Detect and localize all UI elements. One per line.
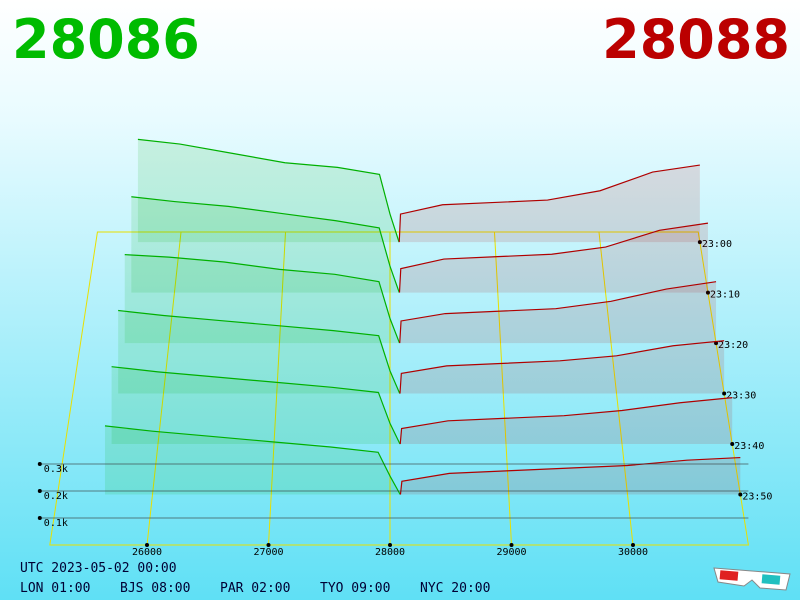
tick-dot (388, 543, 392, 547)
bid-depth-line (124, 254, 401, 344)
grid-line (598, 231, 634, 546)
bid-depth-line (118, 309, 401, 394)
time-dot (730, 442, 735, 447)
utc-time: UTC 2023-05-02 00:00 (20, 561, 177, 576)
tick-dot (509, 543, 514, 547)
time-dot (697, 240, 702, 245)
x-tick-label: 29000 (496, 547, 526, 558)
bid-area (104, 425, 401, 495)
time-dot (705, 290, 710, 295)
amount-dot (37, 489, 42, 493)
ask-area (399, 340, 725, 394)
amount-dot (37, 462, 42, 466)
amount-label: 0.2k (44, 491, 68, 502)
ask-price: 28088 (602, 8, 790, 71)
time-label: 23:20 (718, 340, 748, 351)
bid-area (118, 310, 400, 394)
time-label: 23:50 (742, 492, 772, 503)
x-tick-label: 27000 (253, 547, 283, 558)
ask-area (399, 223, 708, 293)
bid-depth-line (137, 138, 400, 243)
ask-depth-line (398, 222, 709, 293)
time-dot (722, 391, 727, 396)
ask-area (399, 281, 717, 344)
ask-depth-line (399, 281, 717, 344)
x-tick-label: 28000 (375, 547, 405, 558)
grid-line (146, 231, 182, 546)
ask-depth-line (398, 164, 700, 243)
ask-area (400, 457, 741, 495)
bid-area (124, 254, 400, 344)
clock: NYC 20:00 (420, 581, 490, 596)
bid-depth-line (131, 196, 400, 293)
clock: BJS 08:00 (120, 581, 190, 596)
amount-label: 0.3k (44, 464, 68, 475)
time-label: 23:30 (726, 391, 756, 402)
amount-dot (37, 516, 42, 520)
bid-depth-line (111, 366, 401, 445)
tick-dot (145, 543, 149, 547)
time-dot (738, 492, 743, 497)
x-tick-label: 26000 (132, 547, 162, 558)
amount-label: 0.1k (44, 518, 68, 529)
bid-depth-line (104, 425, 401, 495)
bid-price: 28086 (12, 8, 200, 71)
time-label: 23:00 (702, 239, 732, 250)
time-label: 23:10 (710, 290, 740, 301)
tick-dot (266, 543, 271, 547)
ask-area (399, 165, 700, 243)
ask-depth-line (399, 340, 725, 394)
3d-glasses-icon[interactable] (713, 567, 791, 591)
x-tick-label: 30000 (618, 547, 648, 558)
tick-dot (631, 543, 635, 547)
grid-line (268, 231, 287, 546)
clock: PAR 02:00 (220, 581, 290, 596)
floor (49, 231, 750, 546)
bid-area (111, 366, 400, 445)
clock: LON 01:00 (20, 581, 90, 596)
ask-depth-line (399, 456, 741, 495)
clock: TYO 09:00 (320, 581, 390, 596)
grid-line (493, 231, 512, 546)
ask-area (400, 397, 733, 445)
ask-depth-line (399, 397, 733, 445)
bid-area (137, 139, 400, 243)
time-label: 23:40 (734, 441, 764, 452)
